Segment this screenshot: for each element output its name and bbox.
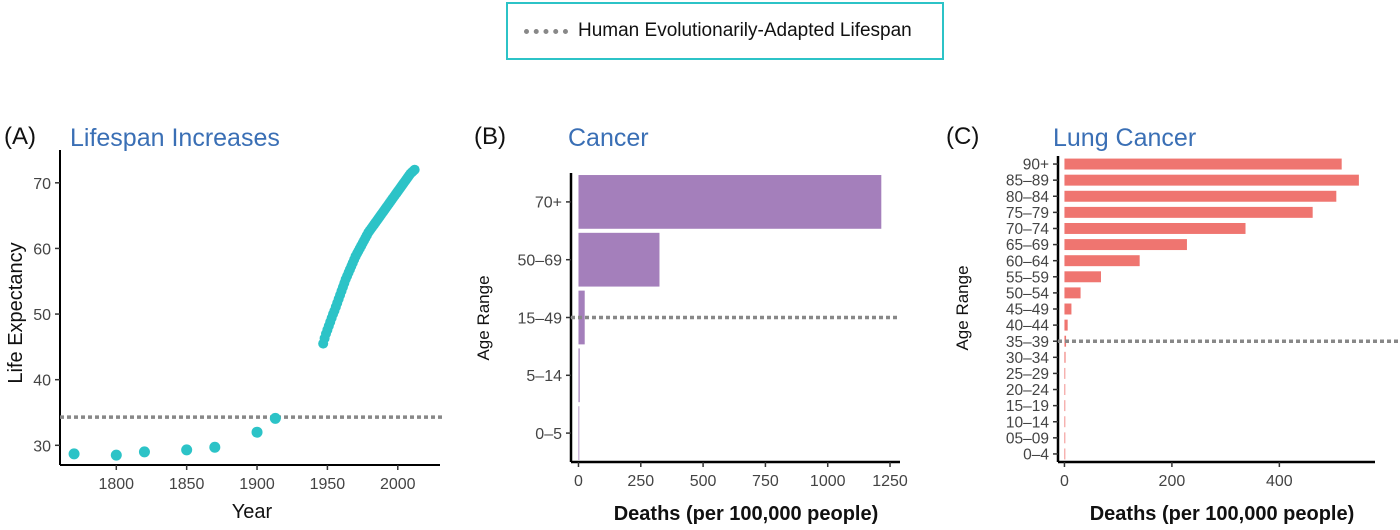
panel-a-title: Lifespan Increases: [70, 124, 280, 152]
panel-a-data-point: [68, 448, 80, 460]
panel-b-x-tick-label: 750: [752, 473, 779, 490]
panel-c-bar: [1064, 158, 1342, 170]
panel-c-y-tick-label: 15–19: [1006, 398, 1049, 415]
panel-a-x-tick-label: 1800: [98, 476, 134, 493]
panel-c-y-tick-label: 35–39: [1006, 334, 1049, 351]
panel-c-x-axis-title: Deaths (per 100,000 people): [1090, 503, 1355, 525]
legend-label: Human Evolutionarily-Adapted Lifespan: [578, 20, 912, 41]
panel-a-y-tick-label: 60: [33, 241, 51, 258]
panel-c-bar: [1064, 174, 1359, 186]
panel-b-bar: [578, 232, 660, 287]
panel-b-y-tick-label: 15–49: [518, 310, 563, 327]
panel-b-bars: [578, 175, 882, 460]
panel-a-data-point: [181, 444, 193, 456]
panel-a-x-tick-label: 1900: [239, 476, 275, 493]
panel-a-x-tick-label: 1950: [310, 476, 346, 493]
panel-b-x-tick-label: 1250: [872, 473, 908, 490]
panel-c-y-tick-label: 20–24: [1006, 382, 1049, 399]
panel-c-bar: [1064, 432, 1066, 444]
panel-a-data-point: [209, 441, 221, 453]
panel-c-y-tick-label: 60–64: [1006, 253, 1049, 270]
panel-b-label: (B): [474, 123, 506, 150]
panel-c-axes: 0 200 400 0–405–0910–1415–1920–2425–2930–34…: [1006, 156, 1375, 490]
panel-a-data-point: [138, 446, 150, 458]
panel-b: (B) Cancer Deaths (per 100,000 people) A…: [474, 123, 908, 525]
panel-c-y-tick-label: 40–44: [1006, 318, 1049, 335]
panel-a-label: (A): [4, 123, 36, 150]
panel-a-data-point: [110, 449, 122, 461]
panel-c-bar: [1064, 351, 1066, 363]
panel-c-y-tick-label: 0–4: [1023, 447, 1049, 464]
panel-c-label: (C): [946, 123, 979, 150]
panel-c-y-tick-label: 30–34: [1006, 350, 1049, 367]
panel-a-x-tick-label: 2000: [380, 476, 416, 493]
panel-c-y-tick-label: 05–09: [1006, 430, 1049, 447]
panel-b-y-tick-label: 70+: [535, 195, 562, 212]
panel-c-y-tick-label: 50–54: [1006, 285, 1049, 302]
panel-b-y-tick-label: 5–14: [526, 368, 562, 385]
panel-b-bar: [578, 406, 580, 460]
panel-b-x-tick-label: 1000: [810, 473, 846, 490]
panel-b-axes: 0 250 500 750 1000 1250 0–5 5–14 15–49 50–69 70+: [518, 173, 908, 490]
panel-b-bar: [578, 348, 580, 403]
panel-c-x-tick-label: 200: [1159, 473, 1186, 490]
legend-box: Human Evolutionarily-Adapted Lifespan: [506, 2, 944, 60]
panel-a-scatter-points: [68, 164, 420, 461]
panel-b-bar: [578, 175, 882, 229]
panel-c-bar: [1064, 239, 1187, 251]
panel-c-bar: [1064, 222, 1246, 234]
panel-a-data-point: [409, 164, 420, 175]
panel-c: (C) Lung Cancer Deaths (per 100,000 peop…: [946, 123, 1400, 525]
panel-a-y-tick-label: 70: [33, 176, 51, 193]
panel-c-y-tick-label: 70–74: [1006, 221, 1049, 238]
panel-c-bar: [1064, 367, 1066, 379]
panel-c-bar: [1064, 400, 1066, 412]
panel-c-y-tick-label: 80–84: [1006, 189, 1049, 206]
panel-b-x-tick-label: 250: [627, 473, 654, 490]
panel-c-bar: [1064, 287, 1081, 299]
panel-b-x-axis-title: Deaths (per 100,000 people): [614, 503, 879, 525]
panel-c-x-tick-label: 400: [1266, 473, 1293, 490]
panel-a-y-tick-label: 50: [33, 307, 51, 324]
panel-c-bars: [1064, 158, 1359, 460]
panel-a-y-tick-label: 30: [33, 438, 51, 455]
panel-c-bar: [1064, 448, 1066, 460]
panel-c-y-tick-label: 55–59: [1006, 269, 1049, 286]
panel-c-y-tick-label: 45–49: [1006, 302, 1049, 319]
panel-c-bar: [1064, 303, 1072, 315]
panel-c-y-tick-label: 65–69: [1006, 237, 1049, 254]
panel-c-x-tick-label: 0: [1060, 473, 1069, 490]
panel-a-axes: 1800 1850 1900 1950 2000 30 40 50 60 70: [33, 150, 440, 493]
panel-c-bar: [1064, 206, 1313, 218]
panel-a-y-axis-title: Life Expectancy: [5, 242, 27, 383]
panel-b-y-tick-label: 0–5: [535, 426, 562, 443]
panel-a-x-axis-title: Year: [232, 501, 273, 523]
panel-b-y-tick-label: 50–69: [518, 252, 563, 269]
panel-c-y-axis-title: Age Range: [953, 265, 972, 350]
panel-a-data-point: [269, 412, 281, 424]
panel-a-x-tick-label: 1850: [169, 476, 205, 493]
panel-c-bar: [1064, 384, 1066, 396]
panel-c-bar: [1064, 190, 1337, 202]
panel-c-bar: [1064, 271, 1101, 283]
panel-c-bar: [1064, 255, 1140, 267]
panel-c-y-tick-label: 90+: [1023, 157, 1049, 174]
panel-b-title: Cancer: [568, 124, 649, 152]
panel-c-bar: [1064, 319, 1068, 331]
panel-c-title: Lung Cancer: [1053, 124, 1196, 152]
panel-c-y-tick-label: 10–14: [1006, 414, 1049, 431]
panel-c-y-tick-label: 25–29: [1006, 366, 1049, 383]
panel-b-x-tick-label: 500: [690, 473, 717, 490]
panel-b-y-axis-title: Age Range: [474, 275, 493, 360]
panel-a-y-tick-label: 40: [33, 373, 51, 390]
panel-c-bar: [1064, 416, 1066, 428]
panel-a-data-point: [251, 426, 263, 438]
panel-a: (A) Lifespan Increases Year Life Expecta…: [4, 123, 445, 523]
legend-dotted-line-swatch: [524, 28, 568, 34]
panel-b-x-tick-label: 0: [574, 473, 583, 490]
panel-c-y-tick-label: 75–79: [1006, 205, 1049, 222]
panel-c-y-tick-label: 85–89: [1006, 173, 1049, 190]
